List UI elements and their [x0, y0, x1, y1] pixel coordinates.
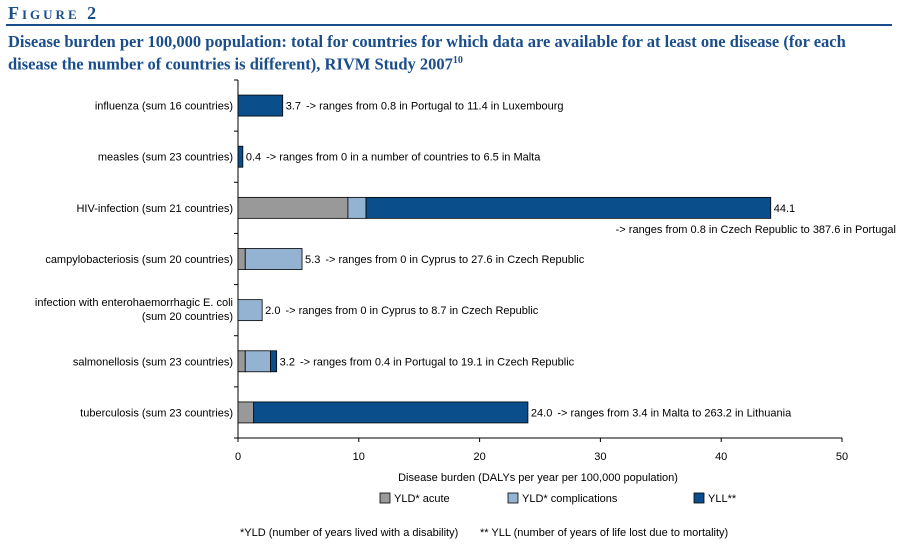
- range-note: -> ranges from 0.8 in Czech Republic to …: [616, 224, 896, 236]
- value-label: 44.1: [774, 203, 795, 215]
- x-tick-label: 40: [715, 451, 727, 463]
- value-label: 5.3: [305, 254, 320, 266]
- header-rule: [6, 24, 892, 26]
- x-tick-label: 10: [353, 451, 365, 463]
- bar-segment: [237, 248, 246, 270]
- category-label: measles (sum 23 countries): [98, 152, 233, 164]
- range-note: -> ranges from 0 in a number of countrie…: [266, 152, 541, 164]
- footnote-yll: ** YLL (number of years of life lost due…: [480, 527, 729, 539]
- category-label: tuberculosis (sum 23 countries): [80, 407, 233, 419]
- bar-segment: [365, 196, 772, 219]
- x-tick-label: 0: [235, 451, 241, 463]
- bar-segment: [237, 94, 284, 117]
- bar-segment: [347, 196, 367, 219]
- bar-segment: [244, 248, 303, 270]
- category-label: infection with enterohaemorrhagic E. col…: [35, 297, 233, 309]
- category-label: HIV-infection (sum 21 countries): [76, 203, 233, 215]
- category-label: (sum 20 countries): [142, 311, 233, 323]
- footnote-yld: *YLD (number of years lived with a disab…: [240, 527, 459, 539]
- legend-swatch: [379, 492, 391, 504]
- x-tick-label: 20: [473, 451, 485, 463]
- bar-segment: [237, 145, 244, 168]
- category-label: salmonellosis (sum 23 countries): [73, 356, 233, 368]
- range-note: -> ranges from 0 in Cyprus to 8.7 in Cze…: [285, 305, 538, 317]
- x-tick-label: 50: [836, 451, 848, 463]
- bar-segment: [253, 401, 529, 424]
- bar-segment: [237, 350, 246, 373]
- category-label: campylobacteriosis (sum 20 countries): [45, 254, 233, 266]
- legend-label: YLL**: [708, 493, 737, 505]
- figure-label: Figure 2: [8, 3, 100, 23]
- chart-title: Disease burden per 100,000 population: t…: [8, 32, 892, 74]
- range-note: -> ranges from 0 in Cyprus to 27.6 in Cz…: [325, 254, 584, 266]
- category-label: influenza (sum 16 countries): [95, 101, 233, 113]
- bar-segment: [244, 350, 272, 373]
- range-note: -> ranges from 0.4 in Portugal to 19.1 i…: [300, 356, 575, 368]
- bar-segment: [237, 401, 255, 424]
- value-label: 3.7: [286, 101, 301, 113]
- value-label: 3.2: [280, 356, 295, 368]
- x-axis-title: Disease burden (DALYs per year per 100,0…: [398, 472, 678, 484]
- x-tick-label: 30: [594, 451, 606, 463]
- title-reference: 10: [452, 55, 463, 66]
- legend-label: YLD* acute: [394, 493, 450, 505]
- legend-swatch: [507, 492, 519, 504]
- value-label: 24.0: [531, 407, 552, 419]
- legend-swatch: [693, 492, 705, 504]
- value-label: 0.4: [246, 152, 261, 164]
- legend-label: YLD* complications: [522, 493, 618, 505]
- range-note: -> ranges from 0.8 in Portugal to 11.4 i…: [306, 101, 564, 113]
- value-label: 2.0: [265, 305, 280, 317]
- bar-segment: [270, 350, 278, 373]
- range-note: -> ranges from 3.4 in Malta to 263.2 in …: [557, 407, 792, 419]
- bar-segment: [237, 299, 263, 322]
- bar-segment: [237, 196, 349, 219]
- chart-title-text: Disease burden per 100,000 population: t…: [8, 32, 846, 74]
